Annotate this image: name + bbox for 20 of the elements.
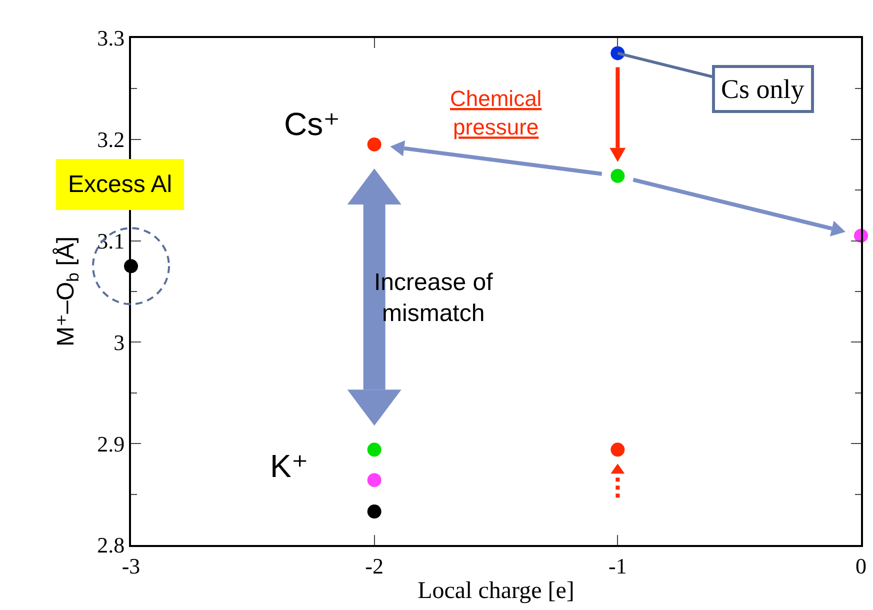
point — [367, 442, 382, 457]
annotation: Increase of mismatch — [374, 269, 494, 328]
point — [610, 168, 625, 183]
x-axis-title: Local charge [e] — [418, 578, 574, 604]
annotation: Cs only — [721, 74, 805, 104]
x-tick-label: -2 — [365, 553, 384, 578]
point — [610, 442, 625, 457]
point — [367, 137, 382, 152]
y-tick-label: 2.9 — [97, 431, 125, 456]
y-tick-label: 3.3 — [97, 26, 125, 51]
point — [367, 473, 382, 488]
annotation: K⁺ — [270, 448, 308, 484]
x-tick-label: 0 — [856, 553, 866, 578]
annotation: Chemical pressure — [450, 86, 542, 140]
y-tick-label: 3.2 — [97, 127, 125, 152]
annotation: Excess Al — [68, 171, 172, 198]
point — [367, 504, 382, 519]
x-tick-label: -1 — [608, 553, 627, 578]
y-tick-label: 3 — [114, 330, 125, 355]
annotation: Cs⁺ — [284, 106, 340, 142]
